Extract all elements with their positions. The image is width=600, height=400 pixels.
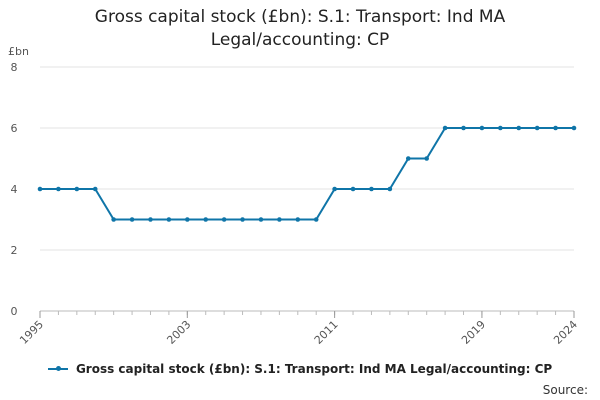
data-point[interactable] [461, 125, 466, 131]
data-point[interactable] [516, 125, 522, 131]
x-tick-label: 1995 [17, 318, 46, 347]
legend-marker [47, 365, 68, 371]
data-point[interactable] [129, 217, 135, 222]
data-point[interactable] [258, 217, 264, 222]
data-point[interactable] [534, 125, 540, 131]
data-point[interactable] [185, 217, 190, 222]
series-layer [37, 125, 577, 222]
data-point[interactable] [387, 186, 393, 192]
chart-title: Gross capital stock (£bn): S.1: Transpor… [0, 6, 600, 52]
data-point[interactable] [424, 156, 429, 161]
data-point[interactable] [369, 186, 374, 192]
data-point[interactable] [37, 186, 43, 192]
data-point[interactable] [166, 217, 172, 222]
data-point[interactable] [240, 217, 245, 222]
x-tick-label: 2003 [164, 318, 193, 347]
y-axis-label: £bn [8, 45, 29, 58]
x-tick-label: 2024 [551, 318, 580, 347]
series-line [40, 127, 574, 221]
axes: 0 2 4 6 8 £bn 1995 2003 2011 2019 2024 [8, 45, 580, 347]
data-point[interactable] [405, 156, 411, 161]
data-point[interactable] [148, 217, 153, 222]
y-tick-label: 6 [11, 122, 18, 135]
data-point[interactable] [277, 217, 282, 222]
data-point[interactable] [553, 125, 558, 131]
chart-title-line-2: Legal/accounting: CP [210, 30, 390, 50]
data-point[interactable] [295, 217, 301, 222]
x-tick-label: 2019 [459, 318, 488, 347]
y-tick-label: 4 [11, 183, 18, 196]
source-label: Source: [542, 383, 588, 397]
data-point[interactable] [498, 125, 503, 131]
data-point[interactable] [571, 125, 577, 131]
data-point[interactable] [350, 186, 356, 192]
legend: Gross capital stock (£bn): S.1: Transpor… [0, 362, 600, 376]
legend-label: Gross capital stock (£bn): S.1: Transpor… [75, 362, 553, 376]
data-point[interactable] [203, 217, 209, 222]
data-point[interactable] [56, 186, 61, 192]
x-tick-label: 2011 [312, 318, 341, 347]
y-tick-label: 2 [11, 244, 18, 257]
data-point[interactable] [74, 186, 80, 192]
chart-title-line-1: Gross capital stock (£bn): S.1: Transpor… [94, 7, 506, 27]
y-tick-label: 0 [11, 305, 18, 318]
data-point[interactable] [92, 186, 98, 192]
gridlines [40, 66, 574, 251]
data-point[interactable] [221, 217, 227, 222]
data-point[interactable] [332, 186, 337, 192]
data-point[interactable] [442, 125, 448, 131]
y-tick-label: 8 [11, 61, 18, 74]
data-point[interactable] [111, 217, 116, 222]
data-point[interactable] [313, 217, 319, 222]
data-point[interactable] [479, 125, 485, 131]
